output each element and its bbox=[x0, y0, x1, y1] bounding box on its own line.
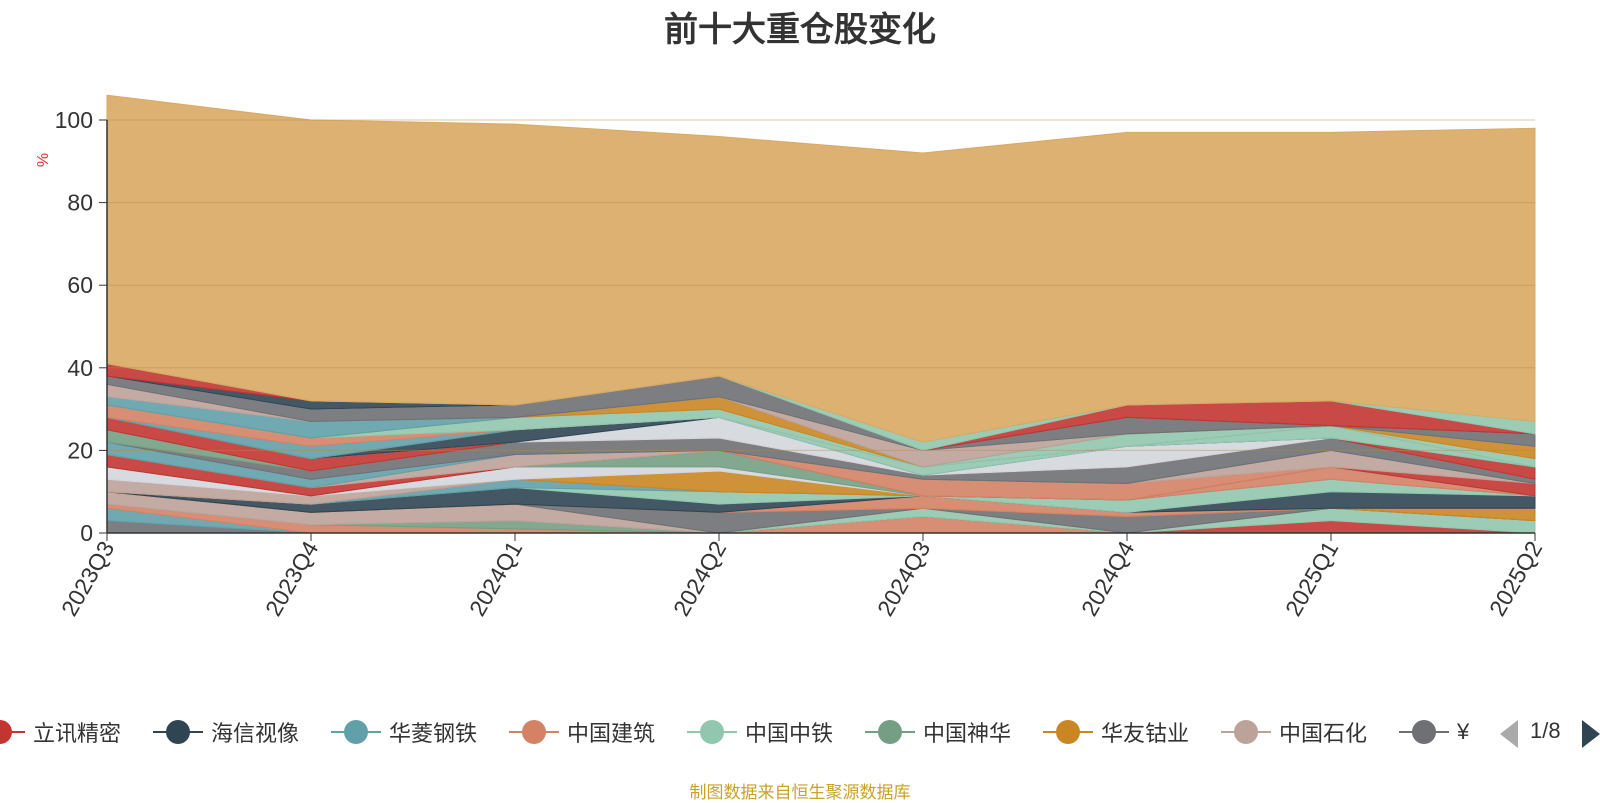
y-tick-label: 0 bbox=[80, 520, 93, 546]
x-tick-label: 2023Q4 bbox=[260, 536, 324, 620]
x-tick-label: 2024Q3 bbox=[872, 537, 935, 621]
x-tick-label: 2024Q1 bbox=[464, 537, 527, 621]
legend-item[interactable]: 华菱钢铁 bbox=[331, 715, 477, 749]
legend-label: 中国神华 bbox=[923, 721, 1012, 746]
x-tick-label: 2025Q1 bbox=[1280, 537, 1343, 621]
legend-marker-icon bbox=[865, 715, 915, 749]
legend-label: 华友钴业 bbox=[1101, 721, 1190, 746]
legend-item[interactable]: 中国神华 bbox=[865, 715, 1011, 749]
y-tick-label: 60 bbox=[67, 272, 93, 298]
y-tick-label: 20 bbox=[67, 437, 93, 463]
x-tick-label: 2024Q2 bbox=[668, 537, 731, 621]
legend-label: 中国建筑 bbox=[567, 721, 656, 746]
legend-page-indicator: 1/8 bbox=[1530, 718, 1561, 743]
legend-next-page-arrow-icon[interactable] bbox=[1582, 720, 1600, 748]
area-series-group bbox=[106, 94, 1536, 534]
legend-item[interactable]: 中国石化 bbox=[1221, 715, 1367, 749]
legend-item[interactable]: ¥ bbox=[1399, 715, 1469, 749]
legend-label: 海信视像 bbox=[211, 721, 300, 746]
y-tick-label: 100 bbox=[55, 107, 93, 133]
legend-marker-icon bbox=[153, 715, 203, 749]
legend: 立讯精密 海信视像 华菱钢铁 中国建筑 中国中铁 中国神华 华友钴业 中国石化 ¥ bbox=[0, 715, 1500, 749]
legend-marker-icon bbox=[1399, 715, 1449, 749]
y-tick-label: 80 bbox=[67, 190, 93, 216]
legend-item[interactable]: 中国中铁 bbox=[687, 715, 833, 749]
source-note: 制图数据来自恒生聚源数据库 bbox=[689, 783, 911, 802]
legend-marker-icon bbox=[1221, 715, 1271, 749]
legend-marker-icon bbox=[0, 715, 25, 749]
area-chart: % 0 20 40 60 80 100 2023Q3 2023Q4 2024Q1 2024Q2 20… bbox=[35, 94, 1547, 621]
legend-item[interactable]: 立讯精密 bbox=[0, 715, 121, 749]
legend-label: 立讯精密 bbox=[33, 721, 122, 746]
area-series-39 bbox=[106, 94, 1536, 443]
y-axis-label: % bbox=[35, 153, 52, 167]
x-tick-label: 2025Q2 bbox=[1484, 537, 1547, 621]
legend-label: ¥ bbox=[1457, 719, 1470, 744]
legend-label: 中国石化 bbox=[1279, 721, 1368, 746]
x-tick-label: 2024Q4 bbox=[1076, 536, 1140, 620]
legend-item[interactable]: 海信视像 bbox=[153, 715, 299, 749]
legend-item[interactable]: 中国建筑 bbox=[509, 715, 655, 749]
legend-label: 中国中铁 bbox=[745, 721, 834, 746]
chart-title: 前十大重仓股变化 bbox=[664, 11, 936, 49]
legend-marker-icon bbox=[1043, 715, 1093, 749]
y-tick-label: 40 bbox=[67, 355, 93, 381]
legend-pager: 1/8 bbox=[1500, 716, 1600, 750]
legend-label: 华菱钢铁 bbox=[389, 721, 478, 746]
legend-marker-icon bbox=[331, 715, 381, 749]
legend-prev-page-arrow-icon[interactable] bbox=[1500, 720, 1518, 748]
legend-marker-icon bbox=[687, 715, 737, 749]
legend-marker-icon bbox=[509, 715, 559, 749]
legend-item[interactable]: 华友钴业 bbox=[1043, 715, 1189, 749]
x-tick-label: 2023Q3 bbox=[56, 537, 119, 621]
